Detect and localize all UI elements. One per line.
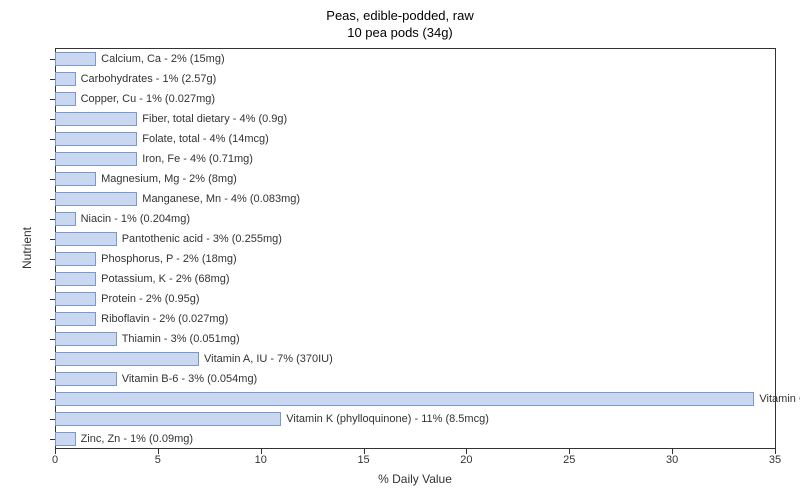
bar-label: Niacin - 1% (0.204mg): [81, 213, 190, 225]
y-tick: [50, 359, 55, 360]
chart-title: Peas, edible-podded, raw: [0, 8, 800, 23]
x-tick-label: 20: [460, 454, 472, 466]
bar: [55, 392, 754, 406]
bar: [55, 192, 137, 206]
y-tick: [50, 219, 55, 220]
plot-area: Calcium, Ca - 2% (15mg) Carbohydrates - 1…: [55, 48, 776, 449]
bar-label: Vitamin B-6 - 3% (0.054mg): [122, 373, 258, 385]
bar-label: Phosphorus, P - 2% (18mg): [101, 253, 237, 265]
y-tick: [50, 259, 55, 260]
bar: [55, 372, 117, 386]
y-axis-title: Nutrient: [20, 227, 34, 269]
bar-label: Protein - 2% (0.95g): [101, 293, 199, 305]
bar: [55, 332, 117, 346]
bar-label: Pantothenic acid - 3% (0.255mg): [122, 233, 282, 245]
y-tick: [50, 379, 55, 380]
y-tick: [50, 59, 55, 60]
x-tick-label: 10: [255, 454, 267, 466]
bar: [55, 252, 96, 266]
bar-label: Magnesium, Mg - 2% (8mg): [101, 173, 237, 185]
y-tick: [50, 439, 55, 440]
bar: [55, 312, 96, 326]
y-tick: [50, 79, 55, 80]
y-tick: [50, 179, 55, 180]
y-tick: [50, 139, 55, 140]
bar: [55, 292, 96, 306]
bar-label: Vitamin K (phylloquinone) - 11% (8.5mcg): [286, 413, 489, 425]
bar-label: Vitamin C, total ascorbic acid - 34% (20…: [759, 393, 800, 405]
bar: [55, 152, 137, 166]
chart-container: Peas, edible-podded, raw 10 pea pods (34…: [0, 0, 800, 500]
x-tick-label: 30: [666, 454, 678, 466]
bar-label: Vitamin A, IU - 7% (370IU): [204, 353, 333, 365]
x-tick-label: 15: [357, 454, 369, 466]
y-axis-line: [55, 49, 56, 449]
bar: [55, 92, 76, 106]
bar: [55, 72, 76, 86]
bar-label: Zinc, Zn - 1% (0.09mg): [81, 433, 193, 445]
x-tick-label: 25: [563, 454, 575, 466]
bar: [55, 52, 96, 66]
chart-subtitle: 10 pea pods (34g): [0, 25, 800, 40]
y-tick: [50, 119, 55, 120]
y-tick: [50, 239, 55, 240]
bar: [55, 112, 137, 126]
bar-label: Calcium, Ca - 2% (15mg): [101, 53, 224, 65]
y-tick: [50, 339, 55, 340]
y-tick: [50, 199, 55, 200]
y-tick: [50, 279, 55, 280]
bar-label: Fiber, total dietary - 4% (0.9g): [142, 113, 287, 125]
bar-label: Riboflavin - 2% (0.027mg): [101, 313, 228, 325]
x-tick-label: 0: [52, 454, 58, 466]
x-tick-label: 35: [769, 454, 781, 466]
bar-label: Carbohydrates - 1% (2.57g): [81, 73, 217, 85]
bar: [55, 412, 281, 426]
bar-label: Copper, Cu - 1% (0.027mg): [81, 93, 216, 105]
bar-label: Folate, total - 4% (14mcg): [142, 133, 269, 145]
bar: [55, 132, 137, 146]
bar-label: Manganese, Mn - 4% (0.083mg): [142, 193, 300, 205]
bar: [55, 212, 76, 226]
bar-label: Thiamin - 3% (0.051mg): [122, 333, 240, 345]
y-tick: [50, 399, 55, 400]
x-axis-line: [55, 448, 775, 449]
bar-label: Potassium, K - 2% (68mg): [101, 273, 229, 285]
x-tick-label: 5: [155, 454, 161, 466]
bar: [55, 272, 96, 286]
bar: [55, 232, 117, 246]
bar: [55, 172, 96, 186]
y-tick: [50, 159, 55, 160]
y-tick: [50, 99, 55, 100]
y-tick: [50, 319, 55, 320]
bar: [55, 432, 76, 446]
y-tick: [50, 419, 55, 420]
y-tick: [50, 299, 55, 300]
x-axis-title: % Daily Value: [378, 472, 452, 486]
bar-label: Iron, Fe - 4% (0.71mg): [142, 153, 253, 165]
bar: [55, 352, 199, 366]
